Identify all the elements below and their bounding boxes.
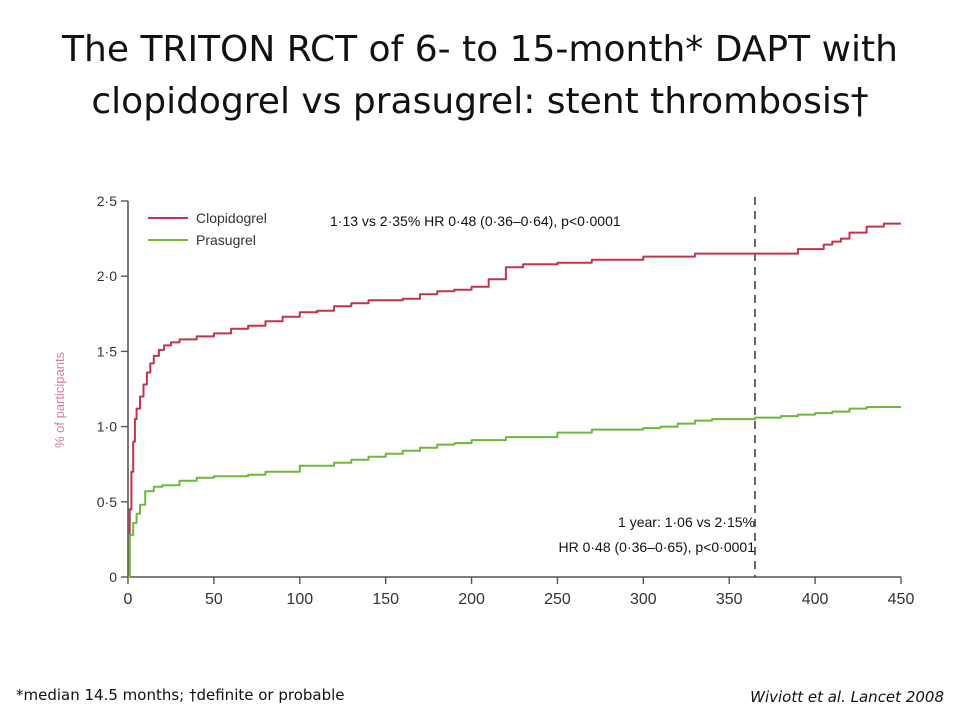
legend-label-clopidogrel: Clopidogrel xyxy=(196,210,267,226)
overall-result-annotation: 1·13 vs 2·35% HR 0·48 (0·36–0·64), p<0·0… xyxy=(330,213,621,229)
annotations: 1·13 vs 2·35% HR 0·48 (0·36–0·64), p<0·0… xyxy=(330,213,755,555)
axes-layer: 0 0·5 1·0 1·5 2·0 2·5 0 50 100 150 200 250 300 350 400… xyxy=(97,193,915,608)
x-tick-label: 450 xyxy=(888,591,915,608)
x-tick-label: 200 xyxy=(458,591,485,608)
one-year-annotation-line-2: HR 0·48 (0·36–0·65), p<0·0001 xyxy=(558,539,755,555)
slide-title-line-2: clopidogrel vs prasugrel: stent thrombos… xyxy=(91,81,869,122)
legend-label-prasugrel: Prasugrel xyxy=(196,232,256,248)
series-line-clopidogrel xyxy=(127,222,901,578)
series-layer xyxy=(127,222,901,578)
y-tick-label: 0 xyxy=(109,569,117,585)
footnote: *median 14.5 months; †definite or probab… xyxy=(16,686,345,704)
x-tick-label: 150 xyxy=(372,591,399,608)
series-line-prasugrel xyxy=(127,406,901,578)
x-tick-label: 50 xyxy=(205,591,223,608)
x-tick-label: 100 xyxy=(286,591,313,608)
stent-thrombosis-chart: 0 0·5 1·0 1·5 2·0 2·5 0 50 100 150 200 250 300 350 400… xyxy=(52,193,915,608)
slide-title-line-1: The TRITON RCT of 6- to 15-month* DAPT w… xyxy=(62,29,898,70)
y-tick-label: 2·5 xyxy=(97,193,117,209)
y-tick-label: 1·0 xyxy=(97,419,117,435)
y-tick-label: 2·0 xyxy=(97,268,117,284)
slide-title: The TRITON RCT of 6- to 15-month* DAPT w… xyxy=(0,24,960,128)
y-tick-label: 1·5 xyxy=(97,343,117,359)
x-tick-label: 250 xyxy=(544,591,571,608)
one-year-annotation-line-1: 1 year: 1·06 vs 2·15% xyxy=(618,514,755,530)
x-tick-label: 0 xyxy=(124,591,133,608)
y-tick-label: 0·5 xyxy=(97,494,117,510)
citation: Wiviott et al. Lancet 2008 xyxy=(750,688,944,706)
y-axis-label: % of participants xyxy=(52,351,67,448)
x-tick-label: 350 xyxy=(716,591,743,608)
x-tick-label: 400 xyxy=(802,591,829,608)
legend: Clopidogrel Prasugrel xyxy=(148,210,267,248)
x-tick-label: 300 xyxy=(630,591,657,608)
